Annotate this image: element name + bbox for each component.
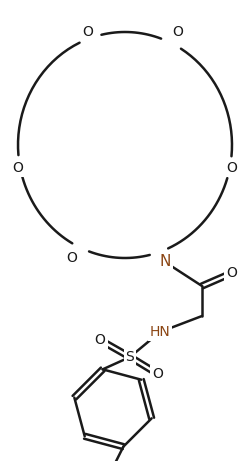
Text: O: O [227,161,237,175]
Text: HN: HN [150,325,170,339]
Text: O: O [94,333,105,347]
Text: N: N [159,254,171,270]
Text: O: O [83,25,93,39]
Text: O: O [66,251,77,265]
Text: O: O [13,161,24,175]
Text: S: S [126,350,134,364]
Text: O: O [153,367,163,381]
Text: O: O [227,266,237,280]
Text: O: O [173,25,184,39]
